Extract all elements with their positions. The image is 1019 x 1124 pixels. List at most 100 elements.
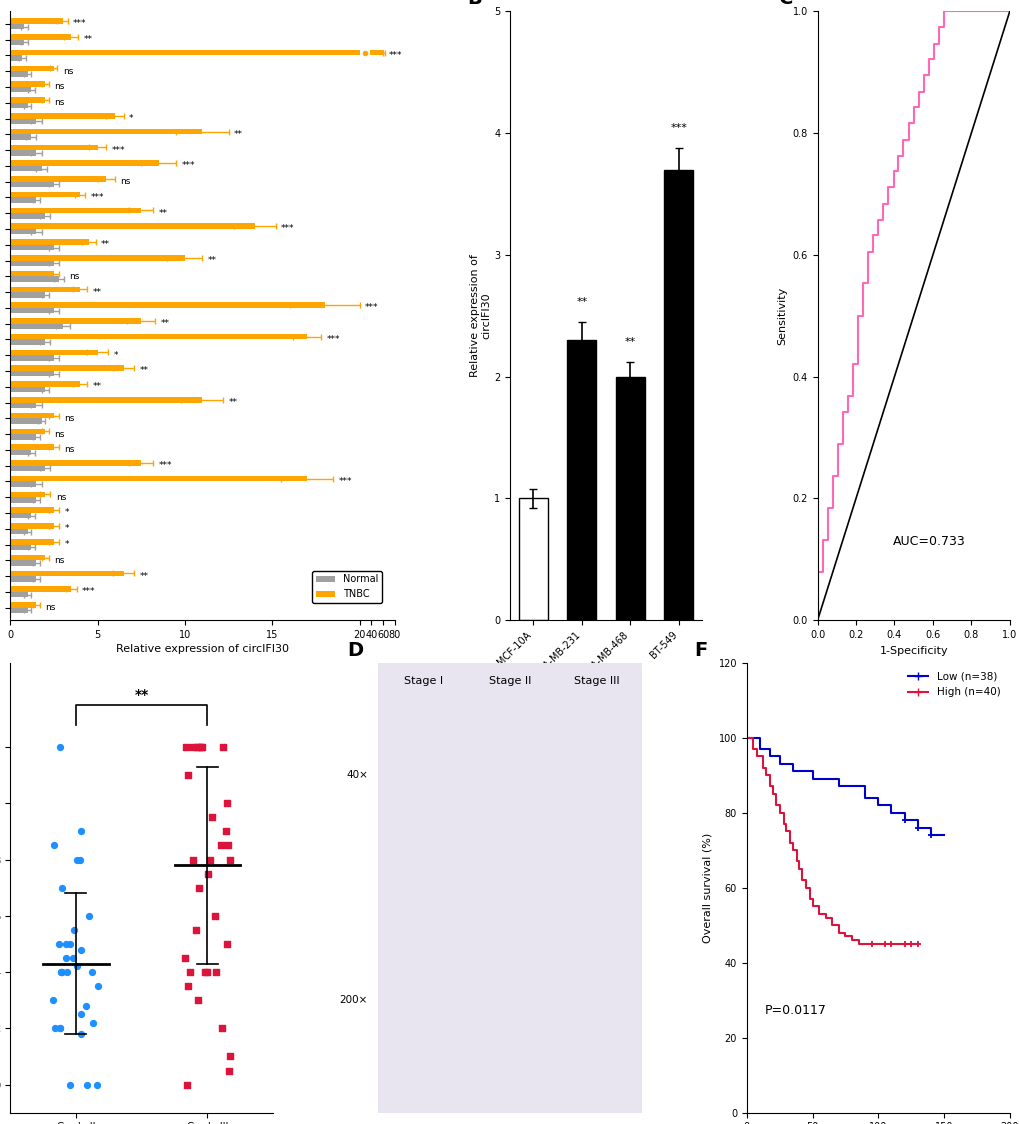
- Low (n=38): [845, 780, 857, 794]
- Point: [47, 1019, 63, 1037]
- High (n=40): [852, 937, 864, 951]
- Bar: [10, 71, 28, 76]
- Text: 40×: 40×: [345, 770, 368, 780]
- Bar: [10, 98, 45, 102]
- High (n=40): [784, 836, 796, 850]
- Point: [72, 823, 89, 841]
- High (n=40): [832, 926, 844, 940]
- Low (n=38): [793, 764, 805, 778]
- Bar: [10, 49, 360, 55]
- Text: **: **: [160, 319, 169, 328]
- Point: [85, 1014, 101, 1032]
- Point: [219, 795, 235, 813]
- High (n=40): [772, 806, 785, 819]
- Low (n=38): [818, 772, 830, 786]
- Text: ***: ***: [111, 146, 125, 155]
- Text: **: **: [135, 688, 149, 702]
- Bar: [519, 498, 547, 620]
- Text: ns: ns: [54, 82, 64, 91]
- Bar: [10, 355, 54, 361]
- Text: ns: ns: [54, 555, 64, 564]
- High (n=40): [806, 899, 818, 913]
- Point: [218, 823, 234, 841]
- Text: D: D: [346, 642, 363, 661]
- Bar: [10, 324, 62, 329]
- Point: [72, 851, 89, 869]
- Text: **: **: [84, 35, 93, 44]
- Bar: [10, 271, 54, 277]
- Text: ns: ns: [64, 445, 74, 454]
- Low (n=38): [740, 731, 752, 744]
- Point: [187, 921, 204, 939]
- Bar: [10, 161, 159, 166]
- Text: C: C: [779, 0, 793, 8]
- Bar: [10, 55, 22, 61]
- Point: [52, 1019, 68, 1037]
- Bar: [10, 434, 37, 439]
- Low (n=38): [871, 798, 883, 812]
- Text: ns: ns: [45, 604, 55, 613]
- Point: [52, 738, 68, 756]
- Text: ***: ***: [181, 162, 195, 171]
- High (n=40): [825, 918, 838, 932]
- Bar: [10, 381, 81, 387]
- High (n=40): [818, 910, 830, 924]
- Point: [78, 1076, 95, 1094]
- Bar: [10, 497, 37, 502]
- Line: Low (n=38): Low (n=38): [746, 737, 944, 835]
- Point: [73, 941, 90, 959]
- Point: [53, 963, 69, 981]
- Bar: [10, 334, 307, 339]
- Bar: [10, 413, 54, 418]
- Point: [177, 738, 194, 756]
- Bar: [10, 481, 37, 487]
- Bar: [10, 428, 45, 434]
- High (n=40): [898, 937, 910, 951]
- Text: Stage I: Stage I: [404, 677, 442, 686]
- High (n=40): [759, 769, 771, 782]
- Point: [214, 1019, 230, 1037]
- Text: *: *: [64, 540, 69, 549]
- Text: ***: ***: [281, 225, 294, 234]
- Text: ***: ***: [388, 51, 401, 60]
- Bar: [10, 513, 32, 518]
- Bar: [567, 341, 596, 620]
- Low (n=38): [904, 814, 916, 827]
- Text: 200×: 200×: [339, 995, 368, 1005]
- Text: ***: ***: [338, 477, 352, 486]
- Point: [184, 851, 201, 869]
- Bar: [10, 114, 115, 118]
- Point: [189, 738, 205, 756]
- Low (n=38): [852, 780, 864, 794]
- Bar: [10, 166, 42, 171]
- Low (n=38): [768, 750, 781, 763]
- Point: [62, 1076, 78, 1094]
- Bar: [10, 608, 28, 614]
- Y-axis label: Overall survival (%): Overall survival (%): [702, 833, 712, 943]
- Bar: [10, 560, 37, 565]
- Point: [181, 963, 198, 981]
- Bar: [10, 308, 54, 314]
- Bar: [10, 402, 37, 408]
- Point: [215, 738, 231, 756]
- Low (n=38): [917, 821, 929, 834]
- Text: *: *: [64, 508, 69, 517]
- Point: [58, 963, 74, 981]
- Point: [53, 963, 69, 981]
- Bar: [10, 81, 45, 87]
- Bar: [10, 287, 81, 292]
- Bar: [10, 18, 62, 24]
- High (n=40): [884, 937, 897, 951]
- Bar: [10, 460, 141, 465]
- Bar: [10, 602, 37, 608]
- Bar: [10, 24, 24, 29]
- High (n=40): [786, 843, 798, 856]
- Bar: [10, 491, 45, 497]
- Text: **: **: [233, 129, 243, 138]
- Low (n=38): [759, 742, 771, 755]
- High (n=40): [747, 742, 759, 755]
- Bar: [10, 571, 123, 577]
- Point: [46, 836, 62, 854]
- Point: [61, 935, 77, 953]
- Point: [208, 963, 224, 981]
